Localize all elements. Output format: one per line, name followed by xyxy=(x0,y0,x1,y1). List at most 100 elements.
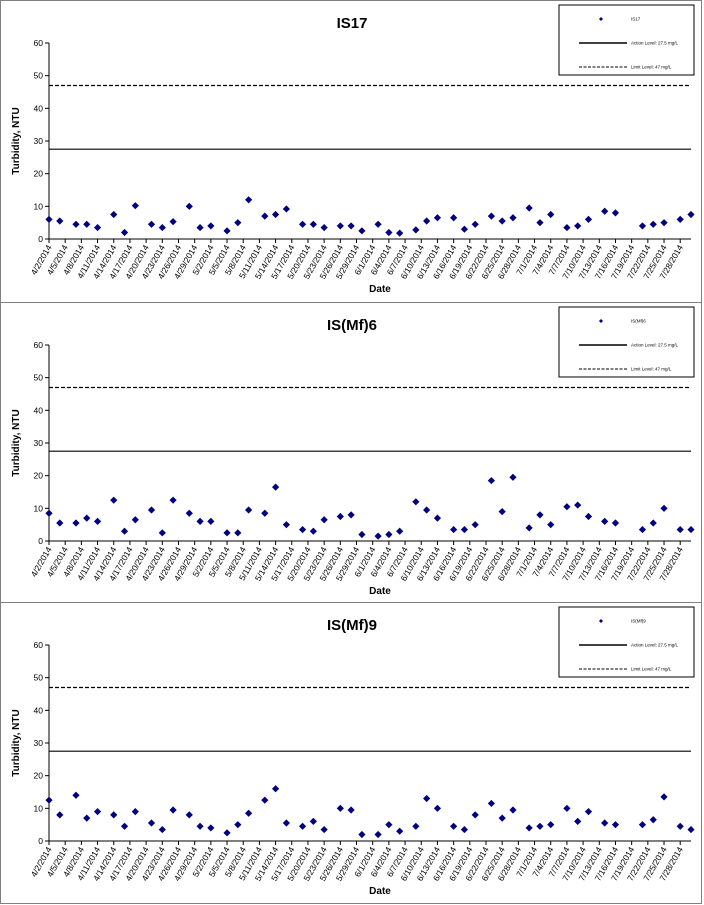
data-point xyxy=(423,794,431,803)
data-point xyxy=(131,808,139,816)
data-point xyxy=(234,821,242,829)
data-point xyxy=(601,517,609,525)
data-point xyxy=(347,806,355,814)
data-point xyxy=(298,220,307,228)
data-point xyxy=(245,196,253,204)
data-point xyxy=(660,219,668,227)
data-point xyxy=(638,525,647,534)
data-point xyxy=(649,816,657,824)
y-tick-label: 20 xyxy=(34,169,44,179)
data-point xyxy=(385,821,393,829)
data-point xyxy=(185,811,193,819)
data-point xyxy=(261,212,269,220)
data-point xyxy=(169,218,177,226)
data-point xyxy=(498,508,506,516)
data-point xyxy=(450,525,458,534)
data-point xyxy=(509,806,517,814)
y-tick-label: 30 xyxy=(34,438,44,448)
legend: IS17 Action Level: 27.5 mg/L Limit Level: … xyxy=(558,4,695,76)
data-point xyxy=(282,819,290,827)
data-point xyxy=(83,220,91,228)
x-axis-title: Date xyxy=(369,586,391,597)
data-point xyxy=(660,504,668,512)
data-point xyxy=(56,519,64,527)
data-point xyxy=(207,517,215,525)
data-point xyxy=(110,811,118,819)
legend-marker-icon xyxy=(599,619,603,623)
data-point xyxy=(298,525,307,534)
data-point xyxy=(131,202,139,210)
data-point xyxy=(336,804,344,812)
data-point xyxy=(196,517,204,525)
data-point xyxy=(93,808,102,816)
chart-title: IS(Mf)9 xyxy=(327,617,377,634)
data-point xyxy=(45,796,53,804)
data-point xyxy=(584,215,593,223)
data-point xyxy=(450,214,458,222)
data-point xyxy=(611,209,620,217)
data-point xyxy=(547,521,555,529)
data-point xyxy=(574,222,582,230)
data-point xyxy=(487,476,495,485)
data-point xyxy=(336,512,344,521)
data-point xyxy=(638,821,647,829)
data-point xyxy=(271,785,280,793)
data-point xyxy=(471,521,479,529)
data-point xyxy=(347,511,355,519)
y-tick-label: 60 xyxy=(34,38,44,48)
data-point xyxy=(611,519,620,527)
y-tick-label: 0 xyxy=(38,536,43,546)
data-point xyxy=(45,215,53,223)
data-point xyxy=(320,223,328,232)
data-point xyxy=(374,830,382,839)
data-point xyxy=(471,220,479,228)
data-point xyxy=(347,222,355,230)
data-point xyxy=(547,821,555,829)
data-point xyxy=(412,822,420,830)
data-point xyxy=(234,219,242,227)
data-point xyxy=(509,473,517,481)
data-point xyxy=(563,804,571,812)
data-point xyxy=(196,822,204,830)
data-point xyxy=(687,825,695,834)
legend-label: IS(Mf)9 xyxy=(631,619,646,624)
data-point xyxy=(110,496,118,504)
data-point xyxy=(158,223,166,232)
data-point xyxy=(83,814,91,822)
data-point xyxy=(649,220,657,228)
data-point xyxy=(487,212,495,220)
y-axis-title: Turbidity, NTU xyxy=(11,709,22,776)
legend-label: IS(Mf)6 xyxy=(631,319,646,324)
data-point xyxy=(147,506,156,514)
y-tick-label: 60 xyxy=(34,340,44,350)
data-point xyxy=(72,791,80,799)
legend-label: Action Level: 27.5 mg/L xyxy=(631,643,679,648)
data-point xyxy=(460,825,469,834)
data-point xyxy=(374,532,382,540)
y-tick-label: 0 xyxy=(38,836,43,846)
chart-title: IS17 xyxy=(337,15,368,32)
data-point xyxy=(396,527,404,535)
y-tick-label: 30 xyxy=(34,136,44,146)
data-point xyxy=(72,519,80,527)
legend-label: Limit Level: 47 mg/L xyxy=(631,367,672,372)
data-point xyxy=(147,819,156,827)
data-point xyxy=(196,223,204,232)
x-axis-title: Date xyxy=(369,886,391,897)
data-point xyxy=(574,817,582,825)
data-point xyxy=(487,799,495,808)
x-axis-title: Date xyxy=(369,284,391,295)
legend-marker-icon xyxy=(599,319,603,323)
data-point xyxy=(185,509,193,517)
chart-svg: IS(Mf)901020304050604/2/20144/5/20144/8/… xyxy=(11,606,695,897)
data-point xyxy=(358,830,366,839)
data-point xyxy=(460,225,469,233)
data-point xyxy=(601,207,609,215)
y-tick-label: 10 xyxy=(34,201,44,211)
data-point xyxy=(93,223,102,232)
y-tick-label: 60 xyxy=(34,640,44,650)
data-point xyxy=(396,827,404,835)
data-point xyxy=(433,214,442,222)
legend-label: IS17 xyxy=(631,17,641,22)
data-point xyxy=(358,227,366,235)
